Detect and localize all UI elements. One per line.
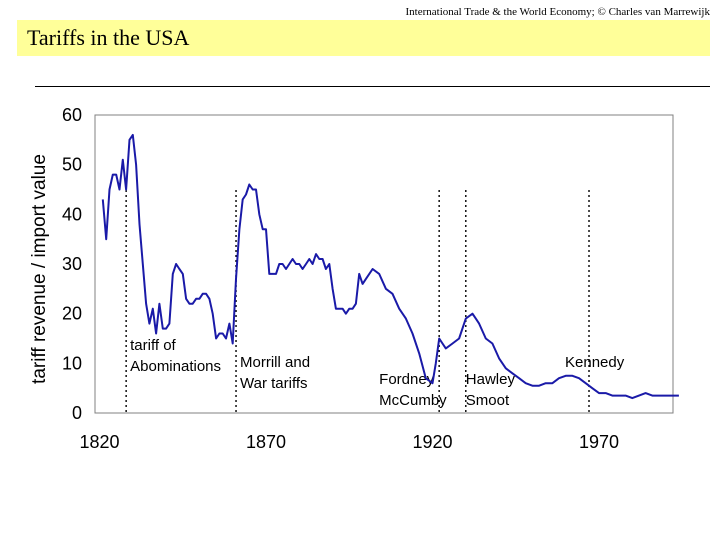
y-tick-label: 50 xyxy=(62,155,82,175)
x-tick-label: 1870 xyxy=(246,432,286,452)
x-tick-label: 1970 xyxy=(579,432,619,452)
x-tick-label: 1820 xyxy=(79,432,119,452)
event-label: Fordney xyxy=(379,371,435,388)
divider xyxy=(35,86,710,87)
tariff-series-line xyxy=(101,133,679,400)
x-tick-label: 1920 xyxy=(412,432,452,452)
event-label: McCumby xyxy=(379,392,447,409)
y-axis-label: tariff revenue / import value xyxy=(29,154,50,384)
plot-frame xyxy=(94,114,674,414)
y-tick-label: 0 xyxy=(72,403,82,423)
event-label: Hawley xyxy=(466,371,516,388)
y-tick-label: 40 xyxy=(62,204,82,224)
y-tick-label: 60 xyxy=(62,105,82,125)
y-tick-label: 20 xyxy=(62,304,82,324)
event-label: Kennedy xyxy=(565,354,625,371)
event-label: tariff of xyxy=(130,337,176,354)
page-title: Tariffs in the USA xyxy=(27,25,190,50)
header-credit: International Trade & the World Economy;… xyxy=(405,6,710,18)
title-band: Tariffs in the USA xyxy=(17,20,710,56)
event-label: Abominations xyxy=(130,358,221,375)
y-tick-label: 30 xyxy=(62,254,82,274)
event-label: Morrill and xyxy=(240,354,310,371)
event-label: Smoot xyxy=(466,392,510,409)
y-tick-label: 10 xyxy=(62,353,82,373)
event-label: War tariffs xyxy=(240,375,308,392)
